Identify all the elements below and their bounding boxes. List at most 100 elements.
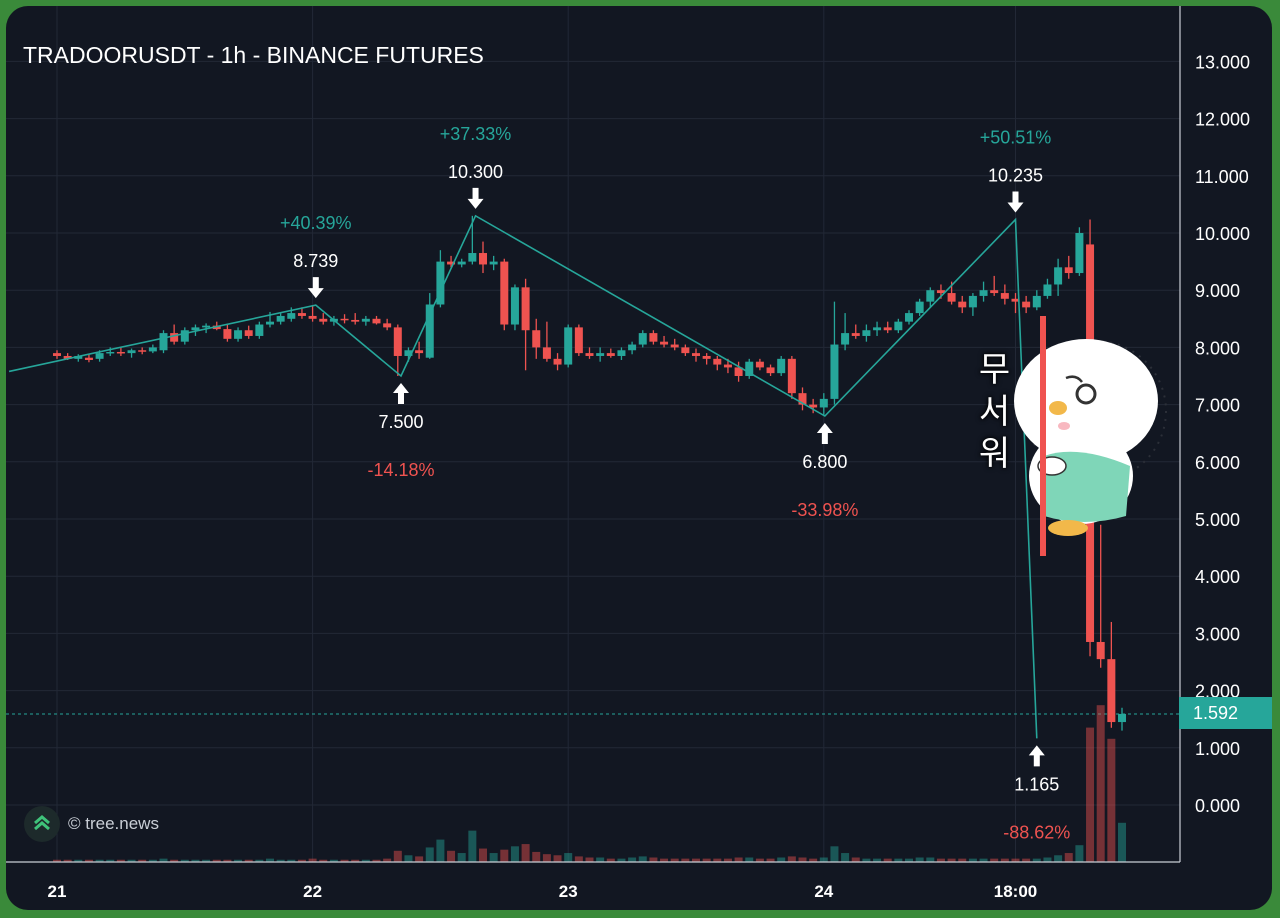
volume-bars [53, 705, 1126, 862]
candle-body [361, 318, 370, 322]
candle-body [681, 347, 690, 354]
pivot-change-label: +50.51% [980, 128, 1052, 148]
volume-bar [755, 858, 764, 862]
down-arrow-icon [467, 187, 484, 209]
volume-bar [692, 858, 700, 862]
volume-bar [287, 859, 296, 862]
volume-bar [564, 853, 573, 862]
volume-bar [787, 856, 796, 862]
y-tick-label: 5.000 [1195, 510, 1240, 530]
volume-bar [873, 858, 882, 862]
volume-bar [383, 858, 392, 862]
volume-bar [734, 857, 743, 862]
candle-body [841, 333, 850, 345]
volume-bar [63, 859, 72, 862]
volume-bar [819, 857, 828, 862]
y-tick-label: 3.000 [1195, 624, 1240, 644]
volume-bar [1032, 858, 1041, 862]
candle-body [468, 253, 477, 262]
pivot-price-label: 6.800 [802, 452, 847, 472]
volume-bar [1118, 822, 1126, 862]
candle-body [308, 315, 317, 319]
volume-bar [244, 859, 253, 862]
candle-body [692, 353, 700, 356]
volume-bar [53, 859, 61, 862]
pivot-change-label: -88.62% [1003, 822, 1070, 842]
y-tick-label: 8.000 [1195, 338, 1240, 358]
pivot-annotations: 8.739 +40.39% 7.500 -14.18% 10.300 +37.33% 6.8… [280, 124, 1070, 843]
volume-bar [745, 857, 754, 862]
candle-body [979, 290, 988, 296]
volume-bar [702, 858, 711, 862]
candle-body [606, 353, 615, 356]
candle-body [180, 330, 189, 342]
watermark-text: © tree.news [68, 814, 159, 833]
candle-body [84, 357, 93, 360]
volume-bar [361, 859, 370, 862]
candle-body [968, 295, 977, 308]
volume-bar [915, 857, 924, 862]
chart-panel: 8.739 +40.39% 7.500 -14.18% 10.300 +37.33% 6.8… [6, 6, 1272, 910]
pivot-change-label: +40.39% [280, 213, 352, 233]
candle-body [532, 330, 541, 348]
candle-body [787, 358, 796, 394]
volume-bar [84, 859, 93, 862]
candle-body [148, 347, 157, 352]
candle-body [926, 290, 935, 302]
y-tick-label: 0.000 [1195, 796, 1240, 816]
candle-body [1011, 298, 1020, 302]
candle-body [1000, 293, 1009, 299]
y-tick-label: 1.000 [1195, 739, 1240, 759]
candle-body [713, 358, 722, 365]
volume-bar [415, 856, 424, 862]
volume-bar [713, 858, 722, 862]
volume-bar [1054, 855, 1063, 862]
y-tick-label: 4.000 [1195, 567, 1240, 587]
candle-body [404, 350, 413, 356]
volume-bar [723, 858, 732, 862]
volume-bar [202, 859, 211, 862]
volume-bar [798, 857, 807, 862]
volume-bar [841, 853, 850, 862]
current-price-tag: 1.592 [1179, 697, 1272, 729]
candle-body [1107, 659, 1116, 723]
candle-body [202, 325, 211, 328]
down-arrow-icon [307, 277, 324, 299]
volume-bar [1043, 857, 1052, 862]
candle-body [510, 287, 519, 325]
y-tick-label: 9.000 [1195, 281, 1240, 301]
candle-body [1054, 267, 1063, 285]
candle-body [755, 361, 764, 368]
candle-body [255, 324, 264, 336]
pivot-price-label: 1.165 [1014, 774, 1059, 794]
candle-body [297, 313, 306, 316]
candle-body [63, 355, 72, 359]
volume-bar [372, 859, 381, 862]
candle-body [425, 304, 434, 358]
candle-body [170, 333, 179, 342]
volume-bar [681, 858, 690, 862]
candle-body [340, 318, 349, 321]
candle-body [436, 261, 445, 305]
zigzag-path [8, 214, 1038, 739]
candle-body [53, 353, 61, 356]
candle-body [564, 327, 573, 365]
candle-body [479, 253, 487, 265]
volume-bar [116, 859, 125, 862]
y-tick-label: 2.000 [1195, 682, 1240, 702]
volume-bar [905, 858, 913, 862]
volume-bar [148, 859, 157, 862]
volume-bar [447, 850, 456, 862]
tree-news-logo-icon [24, 806, 60, 842]
candle-body [734, 367, 743, 376]
candle-body [95, 353, 104, 359]
candle-body [574, 327, 583, 354]
candlestick-chart[interactable]: 8.739 +40.39% 7.500 -14.18% 10.300 +37.33% 6.8… [6, 6, 1272, 910]
volume-bar [191, 859, 200, 862]
candle-body [553, 358, 562, 365]
candle-body [628, 344, 637, 351]
x-tick-label: 24 [814, 882, 833, 901]
candle-body [947, 293, 956, 302]
volume-bar [542, 854, 551, 862]
candle-body [873, 327, 882, 331]
